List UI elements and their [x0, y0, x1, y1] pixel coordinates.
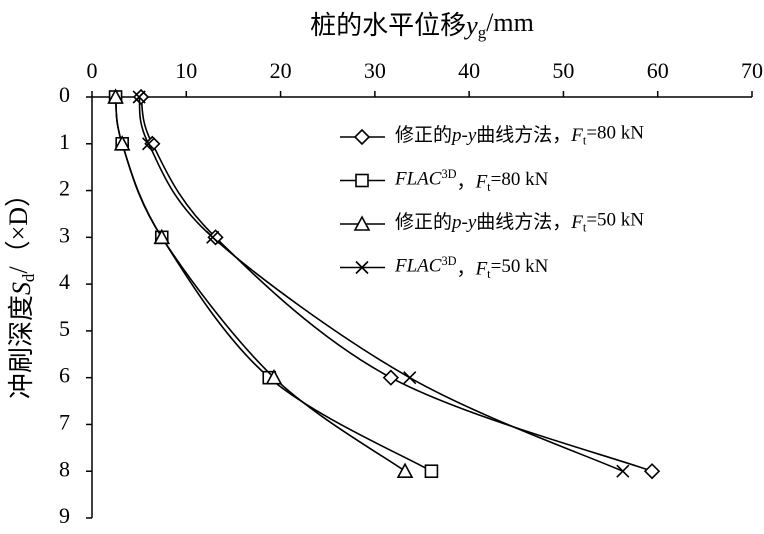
- y-tick-label: 5: [59, 316, 70, 341]
- y-tick-label: 7: [59, 409, 70, 434]
- x-tick-label: 60: [647, 58, 669, 83]
- data-point: [206, 230, 220, 244]
- data-point: [403, 371, 417, 385]
- legend-marker: [353, 215, 371, 231]
- x-axis-title: 桩的水平位移yg/mm: [310, 8, 534, 42]
- legend-marker: [355, 173, 369, 188]
- legend-label: 修正的p-y曲线方法，Ft=80 kN: [395, 123, 644, 147]
- data-point: [107, 88, 124, 104]
- x-tick-label: 30: [364, 58, 386, 83]
- legend-marker: [353, 128, 371, 146]
- x-tick-label: 70: [741, 58, 763, 83]
- data-point: [424, 464, 439, 479]
- y-axis-title: 冲刷深度Sd/（×D）: [4, 181, 38, 399]
- x-tick-label: 50: [552, 58, 574, 83]
- series-line: [138, 96, 624, 472]
- data-point: [643, 463, 661, 480]
- data-point: [153, 228, 171, 245]
- legend-label: FLAC3D，Ft=80 kN: [394, 167, 549, 194]
- series-line: [114, 96, 406, 472]
- legend-label: 修正的p-y曲线方法，Ft=50 kN: [395, 210, 644, 234]
- y-tick-label: 8: [59, 456, 70, 481]
- x-tick-label: 40: [458, 58, 480, 83]
- data-point: [132, 90, 146, 104]
- legend-label: FLAC3D，Ft=50 kN: [394, 254, 549, 281]
- x-tick-label: 10: [175, 58, 197, 83]
- y-tick-label: 6: [59, 363, 70, 388]
- y-tick-label: 1: [59, 129, 70, 154]
- data-point: [616, 464, 630, 478]
- data-point: [396, 462, 414, 479]
- data-point: [382, 369, 400, 386]
- data-point: [113, 135, 131, 151]
- y-tick-label: 9: [59, 503, 70, 528]
- y-tick-label: 2: [59, 176, 70, 201]
- data-point: [142, 137, 156, 151]
- x-tick-label: 0: [87, 58, 98, 83]
- y-tick-label: 3: [59, 222, 70, 247]
- series-line: [140, 96, 653, 472]
- y-tick-label: 0: [59, 82, 70, 107]
- legend-marker: [355, 260, 369, 275]
- y-tick-label: 4: [59, 269, 70, 294]
- data-point: [265, 368, 283, 385]
- x-tick-label: 20: [270, 58, 292, 83]
- series-line: [114, 96, 432, 472]
- data-point: [132, 88, 150, 106]
